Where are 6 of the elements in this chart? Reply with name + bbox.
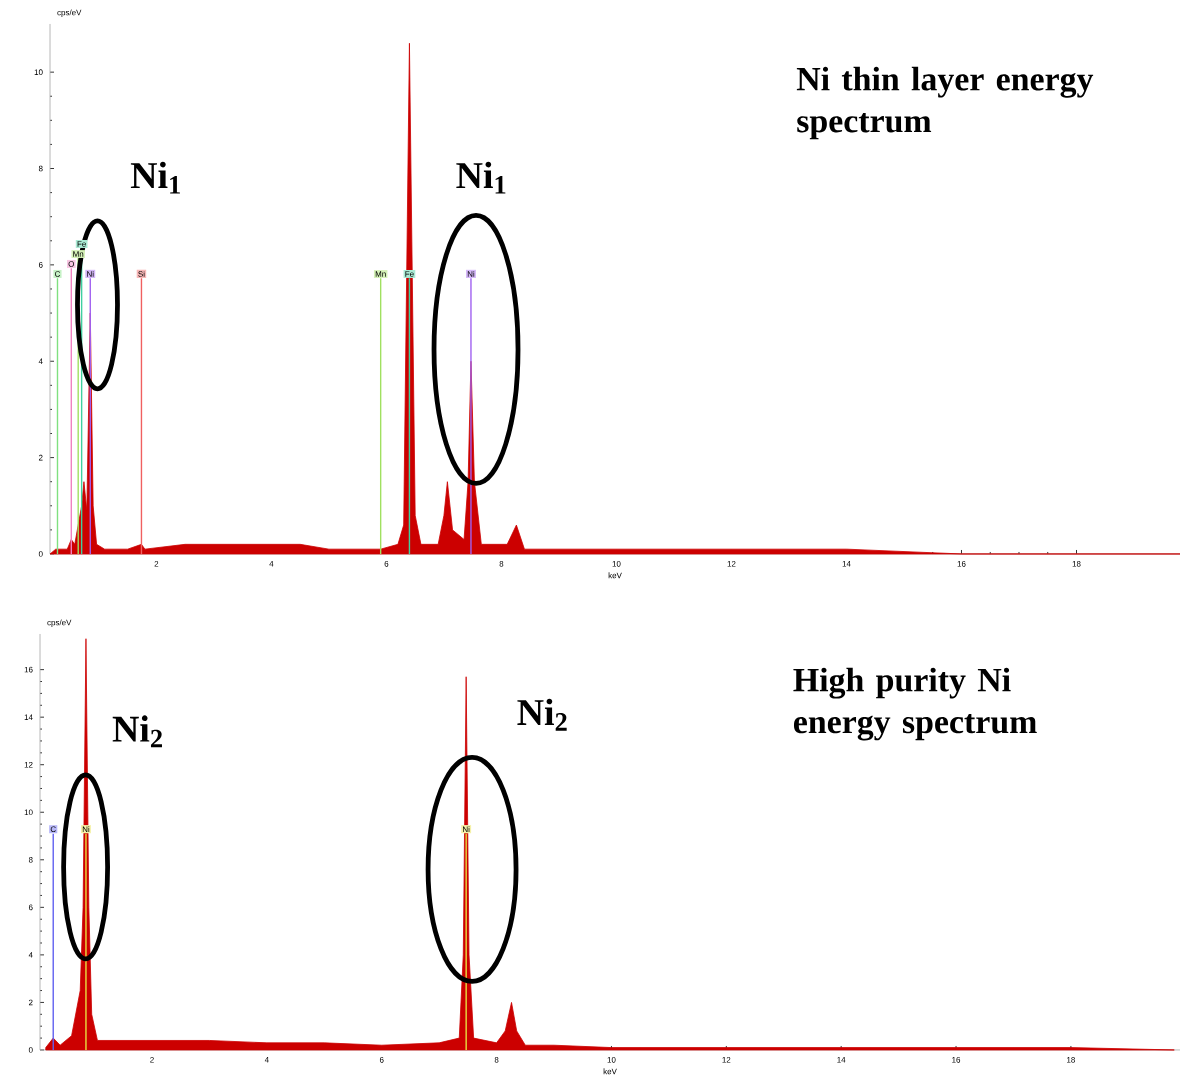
annotation: Ni$_{2}$: [112, 715, 162, 748]
text: Ni thin layer energy spectrum: [796, 66, 1094, 140]
annotation: Ni$_{1}$: [456, 161, 506, 194]
annotation: Ni$_{1}$: [130, 161, 180, 194]
annotation: Ni$_{2}$: [517, 698, 567, 731]
text: High purity Ni energy spectrum: [793, 667, 1037, 741]
